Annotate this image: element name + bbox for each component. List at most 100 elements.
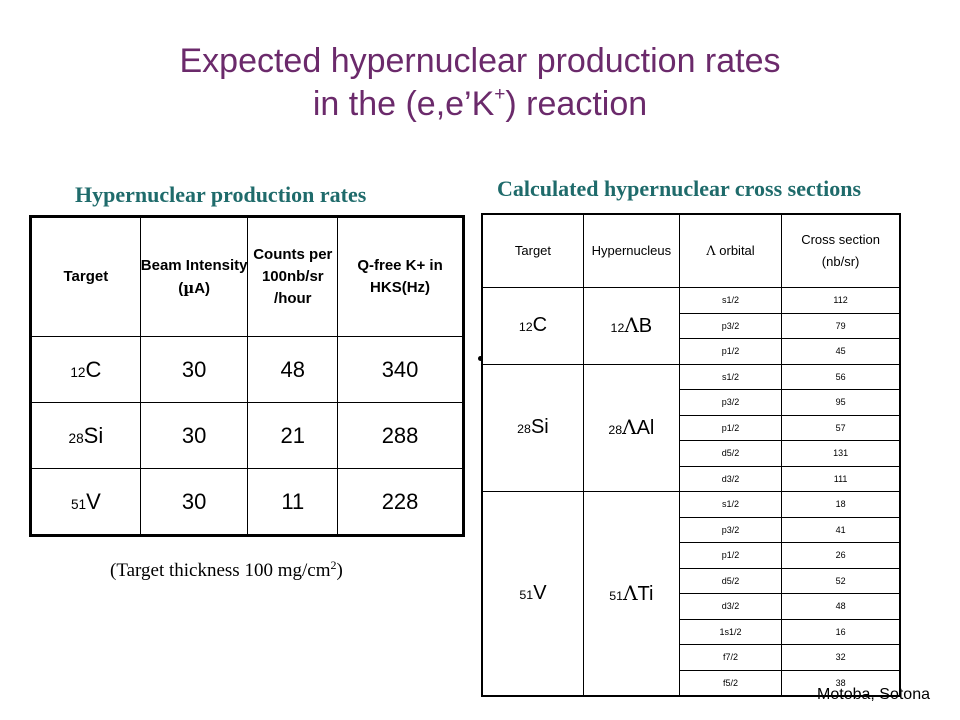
table-row: 28Si 30 21 288 bbox=[30, 402, 464, 469]
orbital-cell: s1/2 bbox=[678, 287, 783, 314]
orbital-label: orbital bbox=[715, 242, 755, 258]
cross-section-cell: 16 bbox=[781, 618, 901, 645]
qfree-cell: 288 bbox=[337, 402, 464, 469]
table-row: p3/2 95 bbox=[482, 389, 901, 416]
header-cross-section: Cross section (nb/sr) bbox=[781, 213, 901, 288]
header-beam-intensity: Beam Intensity (µA) bbox=[139, 216, 249, 337]
table-row: 12C 30 48 340 bbox=[30, 336, 464, 403]
cross-section-cell: 95 bbox=[781, 389, 901, 416]
title-superscript: + bbox=[494, 84, 506, 105]
counts-cell: 11 bbox=[247, 468, 339, 536]
note-superscript: 2 bbox=[330, 558, 337, 572]
element: Si bbox=[530, 416, 549, 439]
cross-section-cell: 57 bbox=[781, 414, 901, 441]
header-beam-open: ( bbox=[178, 279, 184, 297]
header-target: Target bbox=[481, 213, 584, 288]
orbital-cell: s1/2 bbox=[678, 491, 783, 518]
left-heading: Hypernuclear production rates bbox=[75, 182, 367, 207]
mass-number: 12 bbox=[518, 320, 533, 335]
header-counts-line2: 100nb/sr /hour bbox=[261, 268, 324, 307]
slide-title: Expected hypernuclear production rates i… bbox=[0, 40, 960, 126]
table-row: p3/2 79 bbox=[482, 312, 901, 339]
target-cell: 28Si bbox=[30, 402, 141, 469]
orbital-cell: p3/2 bbox=[678, 389, 783, 416]
cross-section-cell: 32 bbox=[781, 644, 901, 671]
header-cs-line1: Cross section bbox=[801, 232, 880, 247]
mass-number: 51 bbox=[609, 589, 624, 603]
orbital-cell: p1/2 bbox=[678, 542, 783, 569]
title-line-2-end: ) reaction bbox=[505, 85, 648, 123]
header-orbital: Λ orbital bbox=[678, 213, 783, 288]
qfree-cell: 340 bbox=[337, 336, 464, 403]
element: Si bbox=[83, 422, 104, 448]
target-cell: 12C bbox=[30, 336, 141, 403]
orbital-cell: d3/2 bbox=[678, 465, 783, 492]
orbital-cell: 1s1/2 bbox=[678, 618, 783, 645]
counts-cell: 21 bbox=[247, 402, 339, 469]
table-row: 12C 12ΛB s1/2 112 bbox=[481, 287, 901, 365]
table-row: d3/2 48 bbox=[482, 593, 901, 620]
header-hypernucleus: Hypernucleus bbox=[582, 213, 680, 288]
qfree-cell: 228 bbox=[337, 468, 464, 536]
title-line-2-text: in the (e,e’K bbox=[312, 85, 495, 123]
header-beam-line2: (µA) bbox=[141, 277, 248, 300]
table-row: p1/2 57 bbox=[482, 414, 901, 441]
table-row: p1/2 26 bbox=[482, 542, 901, 569]
orbital-cell: f7/2 bbox=[678, 644, 783, 671]
orbital-cell: p3/2 bbox=[678, 516, 783, 543]
note-end: ) bbox=[336, 560, 343, 581]
lambda-symbol: Λ bbox=[623, 581, 638, 605]
table-row: d3/2 111 bbox=[482, 465, 901, 492]
right-heading: Calculated hypernuclear cross sections bbox=[497, 176, 861, 201]
title-line-1: Expected hypernuclear production rates bbox=[179, 42, 781, 80]
element: B bbox=[638, 315, 653, 338]
orbital-cell: p1/2 bbox=[678, 414, 783, 441]
mass-number: 51 bbox=[519, 588, 534, 602]
bullet-dot bbox=[478, 356, 483, 361]
header-beam-unit: A) bbox=[194, 279, 211, 297]
orbital-cell: f5/2 bbox=[678, 669, 783, 697]
cross-section-cell: 45 bbox=[781, 338, 901, 365]
header-beam-line1: Beam Intensity bbox=[140, 256, 248, 274]
table-row: p3/2 41 bbox=[482, 516, 901, 543]
cross-section-cell: 56 bbox=[781, 363, 901, 390]
mass-number: 12 bbox=[610, 321, 625, 336]
element: Ti bbox=[637, 583, 654, 605]
header-target: Target bbox=[30, 216, 141, 337]
counts-cell: 48 bbox=[247, 336, 339, 403]
title-line-2: in the (e,e’K+) reaction bbox=[0, 83, 960, 126]
orbital-cell: p1/2 bbox=[678, 338, 783, 365]
orbital-cell: d5/2 bbox=[678, 567, 783, 594]
lambda-symbol: Λ bbox=[622, 415, 637, 440]
mass-number: 28 bbox=[608, 423, 623, 438]
beam-cell: 30 bbox=[139, 336, 249, 403]
target-cell: 51V bbox=[30, 468, 141, 536]
cross-section-cell: 38 bbox=[781, 669, 901, 697]
table-header-row: Target Hypernucleus Λ orbital Cross sect… bbox=[481, 213, 901, 288]
target-cell: 51V bbox=[481, 491, 584, 697]
table-row: d5/2 131 bbox=[482, 440, 901, 467]
orbital-cell: p3/2 bbox=[678, 312, 783, 339]
table-row: 28Si 28ΛAl s1/2 56 bbox=[481, 363, 901, 492]
cross-section-cell: 131 bbox=[781, 440, 901, 467]
header-beam-mu: µ bbox=[183, 278, 195, 297]
table-row: 51V 51ΛTi s1/2 18 bbox=[481, 491, 901, 697]
target-cell: 12C bbox=[481, 287, 584, 365]
table-row: f5/2 38 bbox=[482, 669, 901, 697]
cross-section-cell: 18 bbox=[781, 491, 901, 518]
cross-section-cell: 48 bbox=[781, 593, 901, 620]
lambda-symbol: Λ bbox=[706, 243, 716, 259]
hypernucleus-cell: 51ΛTi bbox=[582, 491, 680, 697]
note-text: (Target thickness 100 mg/cm bbox=[110, 560, 331, 581]
mass-number: 12 bbox=[70, 364, 86, 380]
hypernucleus-cell: 28ΛAl bbox=[582, 363, 680, 492]
element: C bbox=[532, 314, 548, 337]
orbital-cell: s1/2 bbox=[678, 363, 783, 390]
mass-number: 51 bbox=[70, 496, 87, 512]
element: V bbox=[86, 488, 101, 514]
header-counts-line1: Counts per bbox=[253, 246, 333, 263]
target-cell: 28Si bbox=[481, 363, 584, 492]
orbital-cell: d5/2 bbox=[678, 440, 783, 467]
element: C bbox=[85, 356, 102, 382]
header-qfree: Q-free K+ in HKS(Hz) bbox=[337, 216, 464, 337]
